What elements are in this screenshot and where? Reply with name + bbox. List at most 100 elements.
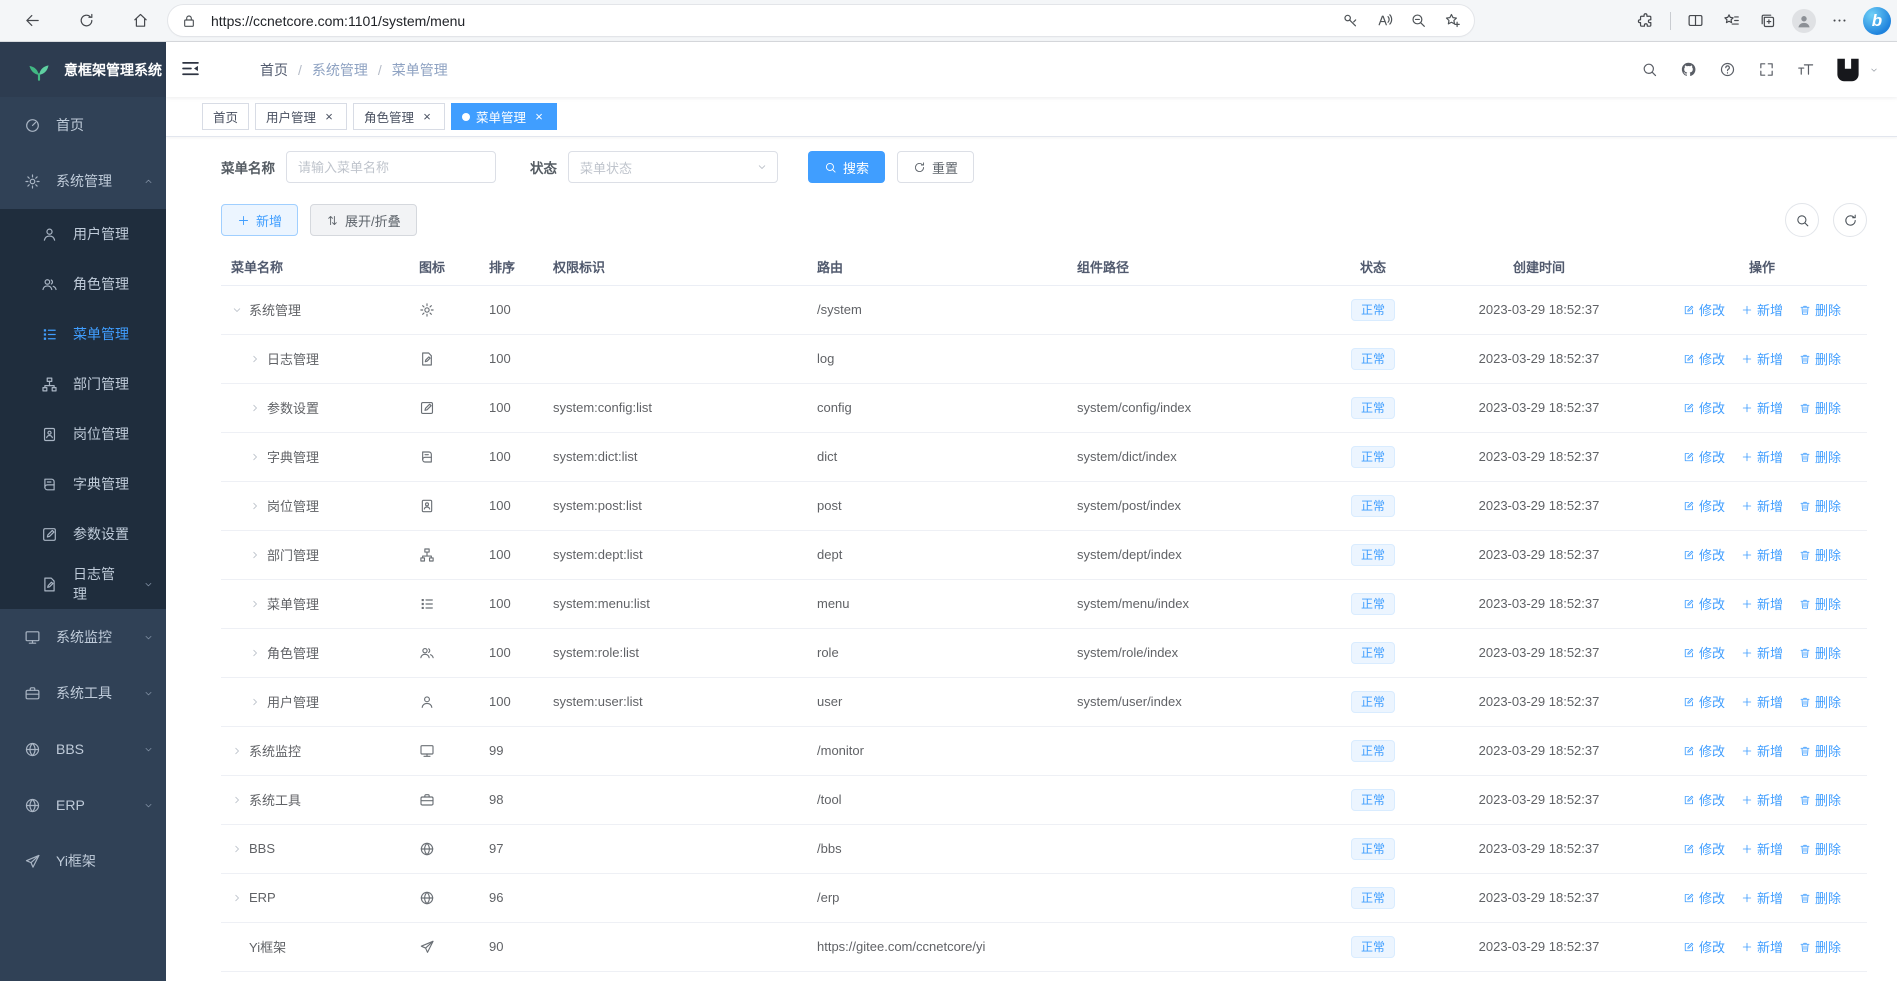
table-row-user[interactable]: 用户管理 100 system:user:list user system/user/i… bbox=[221, 677, 1867, 727]
refresh-button[interactable] bbox=[68, 5, 104, 37]
search-button[interactable] bbox=[1639, 60, 1659, 80]
breadcrumb-item[interactable]: 系统管理 bbox=[311, 61, 368, 78]
address-bar[interactable]: https://ccnetcore.com:1101/system/menu bbox=[168, 5, 1474, 36]
row-delete-button[interactable]: 删除 bbox=[1799, 447, 1841, 466]
row-delete-button[interactable]: 删除 bbox=[1799, 790, 1841, 809]
row-delete-button[interactable]: 删除 bbox=[1799, 545, 1841, 564]
row-add-button[interactable]: 新增 bbox=[1741, 741, 1783, 760]
row-edit-button[interactable]: 修改 bbox=[1683, 643, 1725, 662]
row-edit-button[interactable]: 修改 bbox=[1683, 398, 1725, 417]
table-row-dict[interactable]: 字典管理 100 system:dict:list dict system/dict/i… bbox=[221, 432, 1867, 482]
read-aloud-button[interactable] bbox=[1368, 7, 1400, 34]
tab-close-icon[interactable]: × bbox=[325, 108, 333, 124]
row-edit-button[interactable]: 修改 bbox=[1683, 741, 1725, 760]
sidebar-item-config[interactable]: 参数设置 bbox=[0, 509, 166, 559]
zoom-out-button[interactable] bbox=[1402, 7, 1434, 34]
row-delete-button[interactable]: 删除 bbox=[1799, 496, 1841, 515]
row-delete-button[interactable]: 删除 bbox=[1799, 692, 1841, 711]
user-avatar[interactable] bbox=[1833, 55, 1879, 85]
row-delete-button[interactable]: 删除 bbox=[1799, 300, 1841, 319]
row-delete-button[interactable]: 删除 bbox=[1799, 741, 1841, 760]
reset-button[interactable]: 重置 bbox=[897, 151, 975, 183]
sidebar-item-tool[interactable]: 系统工具 bbox=[0, 665, 166, 721]
table-row-erp[interactable]: ERP 96/erp 正常 2023-03-29 18:52:37 修改 新增 删除 bbox=[221, 873, 1867, 923]
table-row-monitor[interactable]: 系统监控 99/monitor 正常 2023-03-29 18:52:37 修改 新增 删… bbox=[221, 726, 1867, 776]
sidebar-item-log[interactable]: 日志管理 bbox=[0, 559, 166, 609]
row-add-button[interactable]: 新增 bbox=[1741, 349, 1783, 368]
expand-collapse-button[interactable]: 展开/折叠 bbox=[310, 204, 417, 236]
table-row-dept[interactable]: 部门管理 100 system:dept:list dept system/dept/i… bbox=[221, 530, 1867, 580]
table-row-post[interactable]: 岗位管理 100 system:post:list post system/post/i… bbox=[221, 481, 1867, 531]
sidebar-item-menu[interactable]: 菜单管理 bbox=[0, 309, 166, 359]
row-edit-button[interactable]: 修改 bbox=[1683, 937, 1725, 956]
row-add-button[interactable]: 新增 bbox=[1741, 888, 1783, 907]
url-text[interactable]: https://ccnetcore.com:1101/system/menu bbox=[211, 12, 466, 29]
row-delete-button[interactable]: 删除 bbox=[1799, 888, 1841, 907]
table-refresh-button[interactable] bbox=[1833, 203, 1867, 237]
row-add-button[interactable]: 新增 bbox=[1741, 447, 1783, 466]
sidebar-item-home[interactable]: 首页 bbox=[0, 97, 166, 153]
row-edit-button[interactable]: 修改 bbox=[1683, 790, 1725, 809]
row-add-button[interactable]: 新增 bbox=[1741, 643, 1783, 662]
table-row-menu[interactable]: 菜单管理 100 system:menu:list menu system/menu/i… bbox=[221, 579, 1867, 629]
row-add-button[interactable]: 新增 bbox=[1741, 300, 1783, 319]
sidebar-item-yi-framework[interactable]: Yi框架 bbox=[0, 833, 166, 889]
sidebar-item-erp[interactable]: ERP bbox=[0, 777, 166, 833]
favorites-button[interactable] bbox=[1715, 6, 1748, 36]
row-delete-button[interactable]: 删除 bbox=[1799, 839, 1841, 858]
row-add-button[interactable]: 新增 bbox=[1741, 545, 1783, 564]
table-row-config[interactable]: 参数设置 100 system:config:list config system/co… bbox=[221, 383, 1867, 433]
row-delete-button[interactable]: 删除 bbox=[1799, 398, 1841, 417]
table-row-system[interactable]: 系统管理 100/system 正常 2023-03-29 18:52:37 修改 新增 删… bbox=[221, 285, 1867, 335]
sidebar-item-bbs[interactable]: BBS bbox=[0, 721, 166, 777]
row-edit-button[interactable]: 修改 bbox=[1683, 692, 1725, 711]
table-row-yi[interactable]: Yi框架 90 https://gitee.com/ccnetcore/yi 正常 20… bbox=[221, 922, 1867, 972]
github-button[interactable] bbox=[1678, 60, 1698, 80]
question-button[interactable] bbox=[1717, 60, 1737, 80]
row-edit-button[interactable]: 修改 bbox=[1683, 839, 1725, 858]
table-row-log[interactable]: 日志管理 100 log 正常 2023-03-29 18:52:37 修改 新增 删除 bbox=[221, 334, 1867, 384]
sidebar-item-monitor[interactable]: 系统监控 bbox=[0, 609, 166, 665]
row-edit-button[interactable]: 修改 bbox=[1683, 300, 1725, 319]
sidebar-item-user[interactable]: 用户管理 bbox=[0, 209, 166, 259]
extensions-button[interactable] bbox=[1629, 6, 1662, 36]
collections-button[interactable] bbox=[1751, 6, 1784, 36]
row-add-button[interactable]: 新增 bbox=[1741, 594, 1783, 613]
tab-close-icon[interactable]: × bbox=[423, 108, 431, 124]
tab-role[interactable]: 角色管理 × bbox=[353, 103, 446, 130]
row-edit-button[interactable]: 修改 bbox=[1683, 545, 1725, 564]
split-screen-button[interactable] bbox=[1679, 6, 1712, 36]
row-edit-button[interactable]: 修改 bbox=[1683, 349, 1725, 368]
row-delete-button[interactable]: 删除 bbox=[1799, 937, 1841, 956]
copilot-button[interactable]: b bbox=[1863, 6, 1891, 35]
row-add-button[interactable]: 新增 bbox=[1741, 692, 1783, 711]
sidebar-item-dept[interactable]: 部门管理 bbox=[0, 359, 166, 409]
more-button[interactable] bbox=[1823, 6, 1856, 36]
sidebar-collapse-button[interactable] bbox=[180, 58, 204, 82]
breadcrumb-item[interactable]: 首页 bbox=[260, 61, 288, 78]
sidebar-item-post[interactable]: 岗位管理 bbox=[0, 409, 166, 459]
profile-button[interactable] bbox=[1787, 6, 1820, 36]
row-add-button[interactable]: 新增 bbox=[1741, 398, 1783, 417]
sidebar-item-role[interactable]: 角色管理 bbox=[0, 259, 166, 309]
key-button[interactable] bbox=[1334, 7, 1366, 34]
table-search-toggle-button[interactable] bbox=[1785, 203, 1819, 237]
row-edit-button[interactable]: 修改 bbox=[1683, 888, 1725, 907]
row-add-button[interactable]: 新增 bbox=[1741, 790, 1783, 809]
search-button[interactable]: 搜索 bbox=[808, 151, 886, 183]
row-add-button[interactable]: 新增 bbox=[1741, 839, 1783, 858]
table-row-bbs[interactable]: BBS 97/bbs 正常 2023-03-29 18:52:37 修改 新增 删除 bbox=[221, 824, 1867, 874]
add-button[interactable]: 新增 bbox=[221, 204, 299, 236]
sidebar-item-system[interactable]: 系统管理 bbox=[0, 153, 166, 209]
font-size-button[interactable] bbox=[1795, 60, 1815, 80]
row-edit-button[interactable]: 修改 bbox=[1683, 594, 1725, 613]
tab-menu[interactable]: 菜单管理 × bbox=[451, 103, 558, 130]
status-select[interactable]: 菜单状态 bbox=[568, 151, 778, 183]
sidebar-item-dict[interactable]: 字典管理 bbox=[0, 459, 166, 509]
row-delete-button[interactable]: 删除 bbox=[1799, 349, 1841, 368]
tab-user[interactable]: 用户管理 × bbox=[255, 103, 348, 130]
favorite-add-button[interactable] bbox=[1436, 7, 1468, 34]
table-row-role[interactable]: 角色管理 100 system:role:list role system/role/i… bbox=[221, 628, 1867, 678]
back-button[interactable] bbox=[14, 5, 50, 37]
table-row-tool[interactable]: 系统工具 98/tool 正常 2023-03-29 18:52:37 修改 新增 删除 bbox=[221, 775, 1867, 825]
